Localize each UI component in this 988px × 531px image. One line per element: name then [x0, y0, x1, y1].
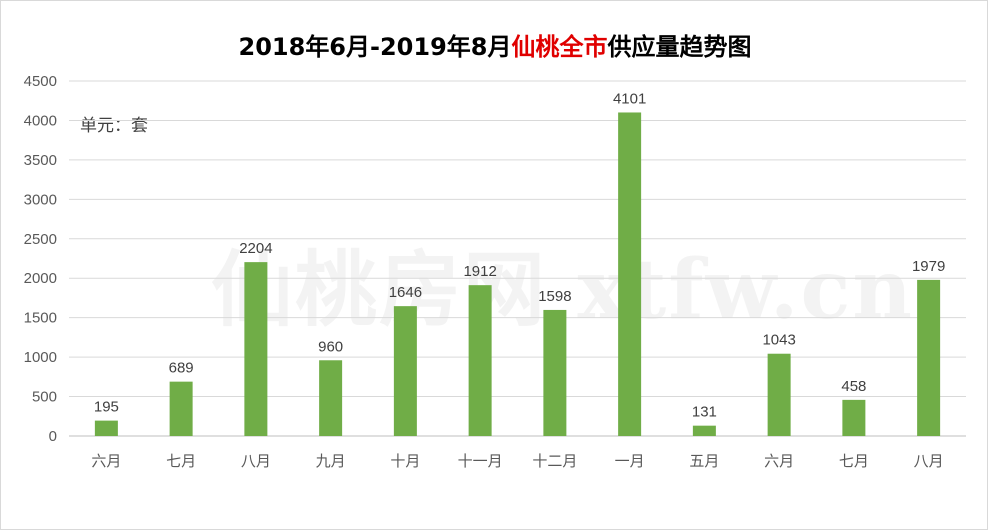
x-category-label: 十二月 [532, 452, 577, 470]
bar [692, 425, 716, 436]
x-category-label: 七月 [839, 452, 869, 470]
x-category-label: 十一月 [458, 452, 503, 470]
y-tick-label: 4500 [24, 73, 57, 90]
title-prefix: 2018年6月-2019年8月 [238, 33, 512, 61]
y-tick-label: 3000 [24, 191, 57, 208]
bar [94, 420, 118, 436]
y-tick-label: 1500 [24, 310, 57, 327]
bar [543, 309, 567, 436]
bar [244, 262, 268, 436]
y-tick-label: 4000 [24, 112, 57, 129]
y-tick-label: 0 [49, 428, 57, 445]
bar [169, 381, 193, 436]
bar [319, 360, 343, 436]
y-tick-label: 1000 [24, 349, 57, 366]
y-tick-label: 500 [32, 389, 57, 406]
data-label: 195 [94, 399, 119, 416]
bar [468, 285, 492, 436]
x-category-label: 五月 [689, 452, 719, 470]
bar [618, 112, 642, 436]
data-label: 2204 [239, 240, 272, 257]
x-category-label: 六月 [764, 452, 794, 470]
title-highlight: 仙桃全市 [511, 33, 608, 61]
data-label: 960 [318, 338, 343, 355]
data-label: 458 [841, 378, 866, 395]
data-label: 4101 [613, 90, 646, 107]
data-label: 1043 [762, 332, 795, 349]
unit-label: 单元：套 [80, 116, 148, 136]
data-label: 1912 [463, 263, 496, 280]
data-labels: 195 689 2204 960 1646 1912 1598 4101 131 1043 458 1… [94, 90, 945, 420]
bar [842, 399, 866, 436]
y-axis-ticks: 0 500 1000 1500 2000 2500 3000 3500 4000 4500 [24, 73, 57, 445]
x-axis-categories: 六月 七月 八月 九月 十月 十一月 十二月 一月 五月 六月 七月 八月 [91, 452, 943, 470]
x-category-label: 一月 [615, 452, 645, 470]
y-tick-label: 3500 [24, 152, 57, 169]
x-category-label: 六月 [91, 452, 121, 470]
data-label: 689 [169, 360, 194, 377]
chart-title: 2018年6月-2019年8月仙桃全市供应量趋势图 [1, 27, 988, 62]
bar [767, 353, 791, 436]
x-category-label: 九月 [316, 452, 346, 470]
y-tick-label: 2500 [24, 231, 57, 248]
x-category-label: 八月 [241, 452, 271, 470]
bar [917, 279, 941, 436]
x-category-label: 八月 [914, 452, 944, 470]
bars [94, 112, 941, 436]
x-category-label: 七月 [166, 452, 196, 470]
data-label: 1979 [912, 258, 945, 275]
data-label: 1646 [389, 284, 422, 301]
data-label: 1598 [538, 288, 571, 305]
y-tick-label: 2000 [24, 270, 57, 287]
data-label: 131 [692, 404, 717, 421]
gridlines [69, 80, 966, 437]
x-category-label: 十月 [390, 452, 420, 470]
bar [393, 306, 417, 436]
title-suffix: 供应量趋势图 [607, 33, 752, 61]
